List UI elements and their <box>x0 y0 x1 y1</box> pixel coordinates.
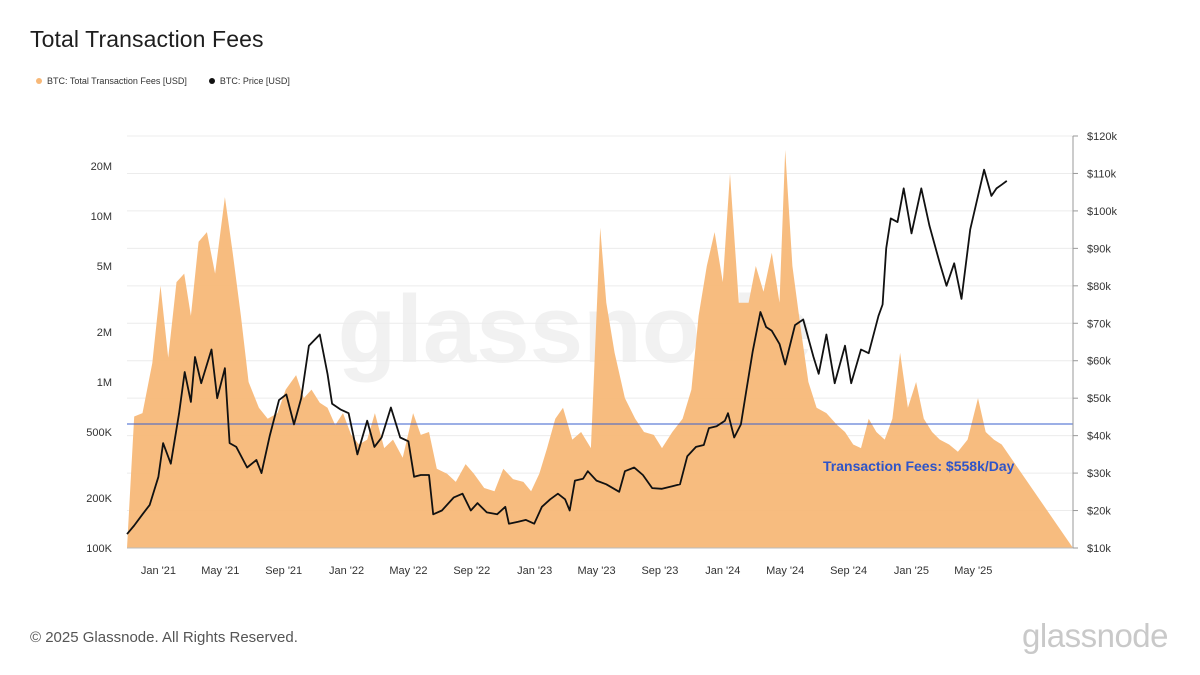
x-tick-label: Jan '25 <box>894 565 929 577</box>
legend-item-price[interactable]: BTC: Price [USD] <box>208 76 290 86</box>
legend: BTC: Total Transaction Fees [USD] BTC: P… <box>36 76 290 86</box>
legend-label-fees: BTC: Total Transaction Fees [USD] <box>47 76 187 86</box>
x-tick-label: Jan '24 <box>705 565 740 577</box>
y-left-tick-label: 20M <box>91 161 112 173</box>
x-tick-label: May '24 <box>766 565 804 577</box>
y-right-tick-label: $100k <box>1087 206 1117 218</box>
legend-label-price: BTC: Price [USD] <box>219 76 290 86</box>
x-tick-label: Sep '21 <box>265 565 302 577</box>
y-right-tick-label: $50k <box>1087 393 1111 405</box>
y-right-tick-label: $60k <box>1087 356 1111 368</box>
x-tick-label: Sep '22 <box>453 565 490 577</box>
legend-item-fees[interactable]: BTC: Total Transaction Fees [USD] <box>36 76 187 86</box>
price-line <box>126 168 1008 535</box>
x-tick-label: May '21 <box>201 565 239 577</box>
y-right-tick-label: $10k <box>1087 543 1111 555</box>
y-right-tick-label: $70k <box>1087 318 1111 330</box>
y-left-tick-label: 5M <box>97 261 112 273</box>
x-tick-label: May '22 <box>389 565 427 577</box>
fees-area-layer <box>127 149 1073 548</box>
legend-swatch-fees <box>36 78 42 84</box>
y-left-tick-label: 2M <box>97 327 112 339</box>
axes: $120k $110k $100k $90k $80k $70k $60k $50k $40k $… <box>86 131 1117 577</box>
y-left-tick-label: 500K <box>86 427 112 439</box>
y-right-tick-label: $120k <box>1087 131 1117 143</box>
y-left-tick-label: 10M <box>91 211 112 223</box>
y-right-tick-label: $80k <box>1087 281 1111 293</box>
x-tick-label: Jan '23 <box>517 565 552 577</box>
y-left-tick-label: 1M <box>97 377 112 389</box>
fees-annotation: Transaction Fees: $558k/Day <box>823 458 1015 474</box>
y-left-tick-label: 200K <box>86 493 112 505</box>
fees-area <box>127 149 1073 548</box>
y-right-tick-label: $110k <box>1087 168 1117 180</box>
x-tick-label: May '23 <box>577 565 615 577</box>
x-tick-label: Jan '22 <box>329 565 364 577</box>
glassnode-logo: glassnode <box>1022 617 1168 654</box>
footer-copyright: © 2025 Glassnode. All Rights Reserved. <box>30 629 298 646</box>
x-tick-label: Sep '23 <box>641 565 678 577</box>
y-right-tick-label: $20k <box>1087 506 1111 518</box>
x-tick-label: May '25 <box>954 565 992 577</box>
x-tick-label: Jan '21 <box>141 565 176 577</box>
legend-swatch-price <box>208 78 215 84</box>
price-line-layer <box>126 168 1008 535</box>
y-right-tick-label: $30k <box>1087 468 1111 480</box>
chart-title: Total Transaction Fees <box>30 26 264 52</box>
y-right-tick-label: $40k <box>1087 431 1111 443</box>
y-right-tick-label: $90k <box>1087 243 1111 255</box>
x-tick-label: Sep '24 <box>830 565 867 577</box>
y-left-tick-label: 100K <box>86 543 112 555</box>
